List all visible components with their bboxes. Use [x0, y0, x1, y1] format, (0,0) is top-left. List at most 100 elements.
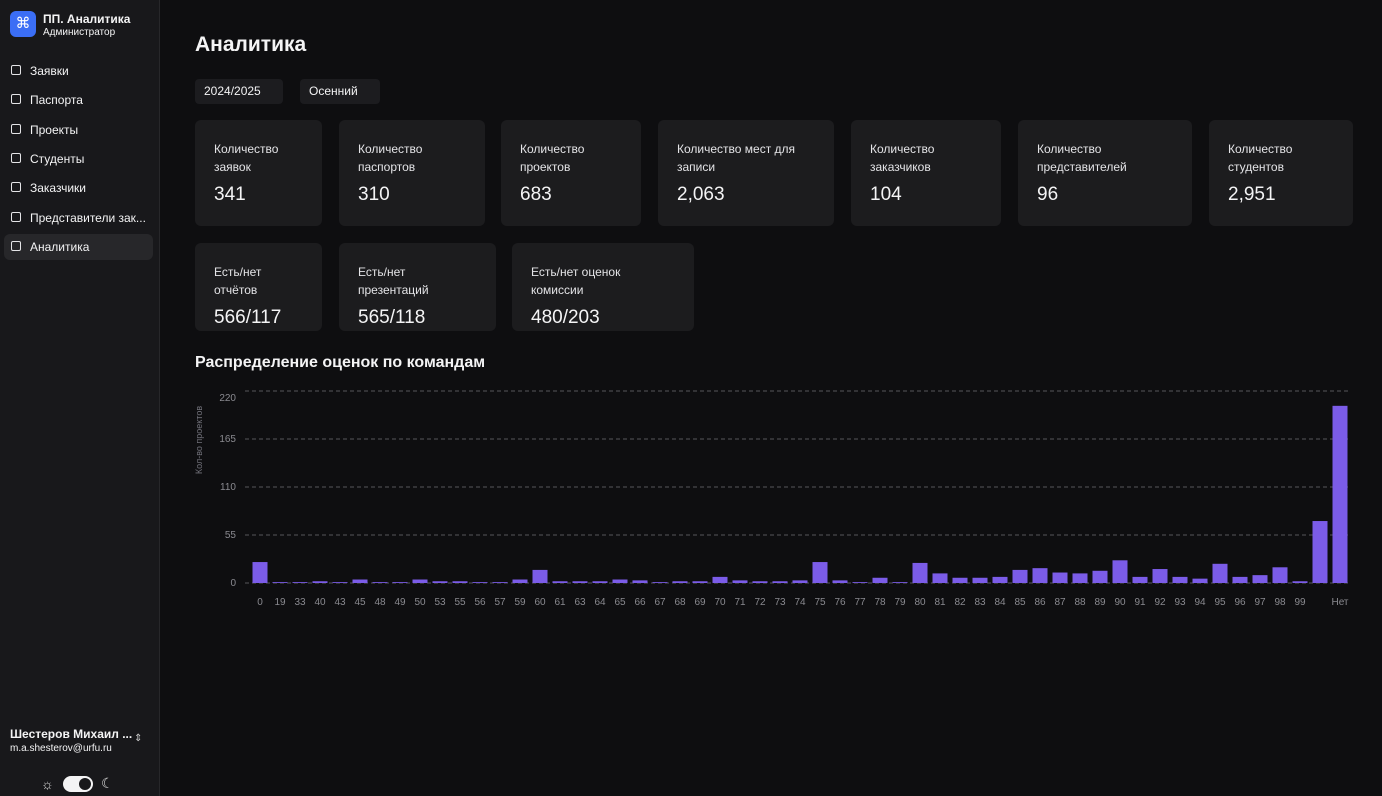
stat-value: 2,063: [677, 184, 725, 205]
x-tick-label: 59: [514, 597, 526, 608]
bar: [1172, 576, 1188, 583]
x-tick-label: 87: [1054, 597, 1066, 608]
bar: [432, 581, 448, 583]
bar: [632, 580, 648, 583]
nav-label: Проекты: [30, 122, 79, 137]
x-tick-label: 45: [354, 597, 366, 608]
stat-card: Количество студентов 2,951: [1209, 120, 1353, 226]
stat-card: Есть/нет оценок комиссии 480/203: [512, 243, 694, 331]
x-tick-label: 69: [694, 597, 706, 608]
page-title: Аналитика: [195, 33, 307, 56]
bar: [1092, 570, 1108, 583]
nav-label: Представители зак...: [30, 210, 146, 225]
bar: [592, 581, 608, 583]
bar: [772, 581, 788, 583]
bar: [932, 573, 948, 583]
x-tick-label: 83: [974, 597, 986, 608]
x-tick-label: 49: [394, 597, 406, 608]
bar: [1312, 521, 1328, 583]
x-tick-label: 77: [854, 597, 866, 608]
bar: [852, 582, 868, 583]
x-tick-label: 61: [554, 597, 566, 608]
bar: [572, 581, 588, 583]
bar: [1112, 560, 1128, 583]
nav-item[interactable]: Представители зак...: [4, 205, 153, 231]
x-tick-label: 84: [994, 597, 1006, 608]
nav-item[interactable]: Паспорта: [4, 87, 153, 113]
chart-title: Распределение оценок по командам: [195, 354, 486, 371]
nav-label: Паспорта: [30, 93, 83, 108]
x-tick-label: 97: [1254, 597, 1266, 608]
bar: [1152, 569, 1168, 583]
x-tick-label: 50: [414, 597, 426, 608]
bar: [1232, 576, 1248, 583]
bar: [1272, 567, 1288, 583]
bar: [872, 577, 888, 583]
x-tick-label: 73: [774, 597, 786, 608]
sun-icon: ☼: [41, 776, 54, 792]
bar: [912, 562, 928, 583]
x-tick-label: 85: [1014, 597, 1026, 608]
bar: [1212, 563, 1228, 583]
x-tick-label: 43: [334, 597, 346, 608]
stat-card: Количество проектов 683: [501, 120, 641, 226]
stat-label: Есть/нет отчётов: [214, 265, 262, 297]
bar: [952, 577, 968, 583]
bar: [812, 562, 828, 583]
nav-item[interactable]: Аналитика: [4, 233, 153, 260]
user-menu[interactable]: ⇕: [134, 733, 143, 744]
bar: [472, 582, 488, 583]
nav-item[interactable]: Заявки: [4, 58, 153, 84]
x-tick-label: 63: [574, 597, 586, 608]
x-tick-label: 67: [654, 597, 666, 608]
logo: ⌘: [10, 11, 36, 37]
x-tick-label: 91: [1134, 597, 1146, 608]
bar: [492, 582, 508, 583]
stat-value: 310: [358, 184, 390, 205]
stat-card: Количество представителей 96: [1018, 120, 1192, 226]
x-tick-label: 92: [1154, 597, 1166, 608]
bar: [832, 580, 848, 583]
bar: [392, 582, 408, 583]
x-tick-label: 70: [714, 597, 726, 608]
bar: [652, 582, 668, 583]
bar: [512, 579, 528, 583]
bar: [532, 569, 548, 583]
bar: [312, 581, 328, 583]
bar: [972, 577, 988, 583]
semester-filter[interactable]: Осенний: [300, 79, 380, 104]
x-tick-label: 40: [314, 597, 326, 608]
theme-toggle[interactable]: [63, 776, 93, 792]
y-tick-label: 110: [220, 482, 236, 493]
nav-item[interactable]: Заказчики: [4, 175, 153, 201]
stat-label: Количество студентов: [1228, 142, 1293, 174]
bar: [252, 562, 268, 583]
x-tick-label: 53: [434, 597, 446, 608]
x-tick-label: 0: [257, 597, 263, 608]
x-tick-label: 66: [634, 597, 646, 608]
bar: [672, 581, 688, 583]
bar: [892, 582, 908, 583]
bar: [292, 582, 308, 583]
role: Администратор: [43, 27, 116, 38]
year-filter[interactable]: 2024/2025: [195, 79, 283, 104]
x-tick-label: 94: [1194, 597, 1206, 608]
stat-label: Есть/нет презентаций: [358, 265, 429, 297]
stat-label: Количество заявок: [214, 142, 279, 174]
nav-item[interactable]: Проекты: [4, 117, 153, 143]
bar: [1012, 569, 1028, 583]
nav-item[interactable]: Студенты: [4, 146, 153, 172]
bar: [752, 581, 768, 583]
bar: [992, 576, 1008, 583]
x-tick-label: 79: [894, 597, 906, 608]
y-tick-label: 55: [225, 530, 237, 541]
x-tick-label: 86: [1034, 597, 1046, 608]
stat-value: 104: [870, 184, 902, 205]
stat-value: 565/118: [358, 307, 426, 328]
stat-value: 96: [1037, 184, 1059, 205]
x-tick-label: 95: [1214, 597, 1226, 608]
bar: [452, 581, 468, 583]
user-email: m.a.shesterov@urfu.ru: [10, 743, 112, 754]
stat-card: Количество заявок 341: [195, 120, 322, 226]
